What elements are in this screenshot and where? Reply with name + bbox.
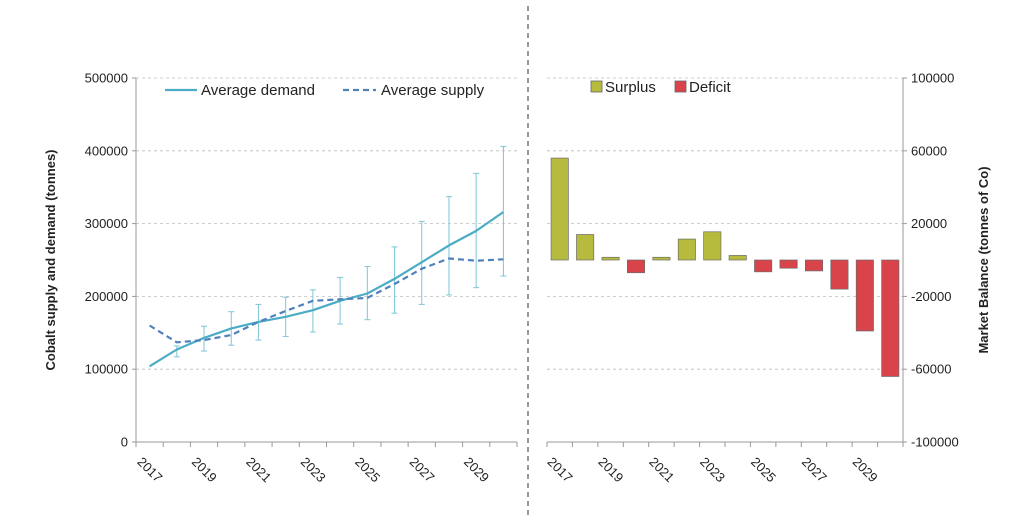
right-x-tick-label: 2017 <box>545 454 576 485</box>
legend-supply-label: Average supply <box>381 82 485 99</box>
right-x-tick-label: 2029 <box>850 454 881 485</box>
left-x-tick-label: 2025 <box>352 454 383 485</box>
left-x-tick-label: 2029 <box>461 454 492 485</box>
surplus-bar <box>677 238 696 261</box>
right-y-tick-labels: -100000 -60000 -20000 20000 60000 100000 <box>911 71 959 450</box>
left-y-axis-title: Cobalt supply and demand (tonnes) <box>43 149 58 370</box>
surplus-bar <box>703 231 722 261</box>
left-y-tick-label: 400000 <box>85 143 128 158</box>
supply-line <box>149 257 504 344</box>
left-x-tick-label: 2027 <box>407 454 438 485</box>
right-y-tick-label: 20000 <box>911 216 947 231</box>
deficit-bar <box>830 259 849 290</box>
deficit-bar <box>805 259 823 272</box>
demand-error-bars <box>173 145 507 358</box>
right-x-tick-label: 2019 <box>595 454 626 485</box>
right-y-tick-label: -60000 <box>911 362 951 377</box>
surplus-bar <box>576 234 595 261</box>
right-legend: Surplus Deficit <box>590 79 732 96</box>
right-x-tick-labels: 2017 2019 2021 2023 2025 2027 2029 <box>545 454 881 485</box>
deficit-bar <box>881 259 900 377</box>
surplus-bar <box>728 255 747 261</box>
right-y-axis-title: Market Balance (tonnes of Co) <box>976 166 991 353</box>
deficit-bar <box>754 259 773 273</box>
left-x-tick-label: 2019 <box>189 454 220 485</box>
legend-surplus-label: Surplus <box>605 79 656 96</box>
left-x-tick-labels: 2017 2019 2021 2023 2025 2027 2029 <box>134 454 492 485</box>
left-y-tick-label: 300000 <box>85 216 128 231</box>
surplus-bar <box>550 157 569 261</box>
right-x-tick-label: 2021 <box>646 454 677 485</box>
right-y-tick-label: 60000 <box>911 143 947 158</box>
left-axes <box>132 77 518 447</box>
right-x-tick-label: 2025 <box>748 454 779 485</box>
surplus-bar <box>652 256 671 261</box>
deficit-bar <box>855 259 874 332</box>
left-y-tick-label: 0 <box>121 435 128 450</box>
deficit-bar <box>627 259 645 274</box>
deficit-bar <box>779 259 798 269</box>
left-y-tick-label: 100000 <box>85 362 128 377</box>
left-x-tick-label: 2023 <box>298 454 329 485</box>
left-x-tick-label: 2021 <box>243 454 274 485</box>
left-gridlines <box>136 77 517 370</box>
legend-deficit-label: Deficit <box>689 79 732 96</box>
left-x-tick-label: 2017 <box>134 454 165 485</box>
legend-demand-label: Average demand <box>201 82 315 99</box>
left-y-tick-labels: 0 100000 200000 300000 400000 500000 <box>85 71 128 450</box>
legend-surplus-swatch <box>590 80 603 93</box>
demand-line <box>149 211 505 368</box>
left-y-tick-label: 500000 <box>85 71 128 86</box>
right-axes <box>546 77 907 447</box>
right-x-tick-label: 2023 <box>697 454 728 485</box>
legend-deficit-swatch <box>674 80 687 93</box>
right-gridlines <box>547 77 903 370</box>
right-y-tick-label: -100000 <box>911 435 959 450</box>
market-balance-bars <box>550 157 900 377</box>
left-series-lines <box>149 211 505 368</box>
right-y-tick-label: -20000 <box>911 289 951 304</box>
left-legend: Average demand Average supply <box>165 82 485 99</box>
right-x-tick-label: 2027 <box>799 454 830 485</box>
left-y-tick-label: 200000 <box>85 289 128 304</box>
right-y-tick-label: 100000 <box>911 71 954 86</box>
surplus-bar <box>601 256 620 261</box>
